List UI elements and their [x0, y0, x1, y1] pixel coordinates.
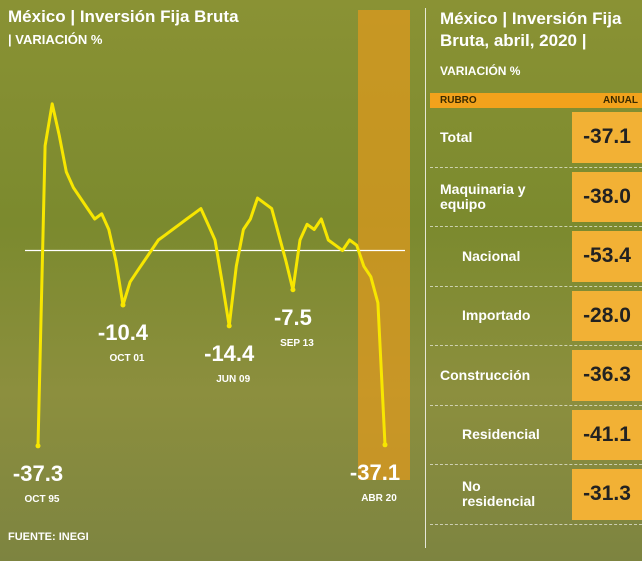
row-label-cell: Total — [430, 108, 572, 167]
row-label: Construcción — [440, 368, 535, 383]
category-label: OCT 95 — [24, 494, 59, 505]
category-label: OCT 01 — [109, 353, 144, 364]
row-value: -36.3 — [572, 350, 642, 401]
row-label-cell: Maquinaria y equipo — [430, 168, 572, 227]
table-row: Importado -28.0 — [430, 287, 642, 347]
row-label: Maquinaria y equipo — [440, 182, 535, 212]
table-row: Maquinaria y equipo -38.0 — [430, 168, 642, 228]
header-cell: RUBRO — [440, 93, 477, 108]
data-line — [38, 104, 385, 446]
row-label-cell: Residencial — [430, 406, 572, 465]
row-label-cell: No residencial — [430, 465, 572, 524]
category-label: SEP 13 — [280, 338, 314, 349]
value-label: -7.5 — [274, 305, 312, 330]
row-value: -28.0 — [572, 291, 642, 342]
value-label: -10.4 — [98, 320, 149, 345]
value-label: -14.4 — [204, 341, 255, 366]
point — [383, 442, 388, 447]
category-label: JUN 09 — [216, 374, 250, 385]
table-row: Residencial -41.1 — [430, 406, 642, 466]
row-value: -41.1 — [572, 410, 642, 461]
value-label: -37.1 — [350, 460, 400, 485]
point — [36, 443, 41, 448]
point — [290, 287, 295, 292]
chart-subtitle: | VARIACIÓN % — [8, 32, 103, 47]
table-row: Construcción -36.3 — [430, 346, 642, 406]
source: FUENTE: INEGI — [8, 531, 89, 543]
infographic: México | Inversión Fija Bruta | VARIACIÓ… — [0, 0, 642, 561]
divider — [425, 8, 426, 548]
row-value: -37.1 — [572, 112, 642, 163]
value-label: -37.3 — [13, 461, 63, 486]
row-label: No residencial — [462, 479, 557, 509]
point — [227, 323, 232, 328]
table-row: No residencial -31.3 — [430, 465, 642, 525]
row-value: -53.4 — [572, 231, 642, 282]
row-label: Importado — [462, 308, 557, 323]
row-label: Nacional — [462, 249, 557, 264]
point — [120, 302, 125, 307]
table-header: RUBRO ANUAL — [430, 93, 642, 108]
row-label-cell: Importado — [430, 287, 572, 346]
table-subtitle: VARIACIÓN % — [440, 64, 520, 78]
table-row: Total -37.1 — [430, 108, 642, 168]
category-label: ABR 20 — [361, 493, 397, 504]
row-label-cell: Construcción — [430, 346, 572, 405]
table-row: Nacional -53.4 — [430, 227, 642, 287]
table-title: México | Inversión Fija Bruta, abril, 20… — [440, 8, 635, 52]
row-label: Total — [440, 130, 535, 145]
chart-title: México | Inversión Fija Bruta — [8, 7, 239, 26]
row-value: -31.3 — [572, 469, 642, 520]
row-label-cell: Nacional — [430, 227, 572, 286]
header-cell: ANUAL — [603, 93, 638, 108]
table: RUBRO ANUAL Total -37.1 Maquinaria y equipo -… — [430, 93, 642, 525]
chart: México | Inversión Fija Bruta | VARIACIÓ… — [0, 0, 420, 561]
row-label: Residencial — [462, 427, 557, 442]
row-value: -38.0 — [572, 172, 642, 223]
